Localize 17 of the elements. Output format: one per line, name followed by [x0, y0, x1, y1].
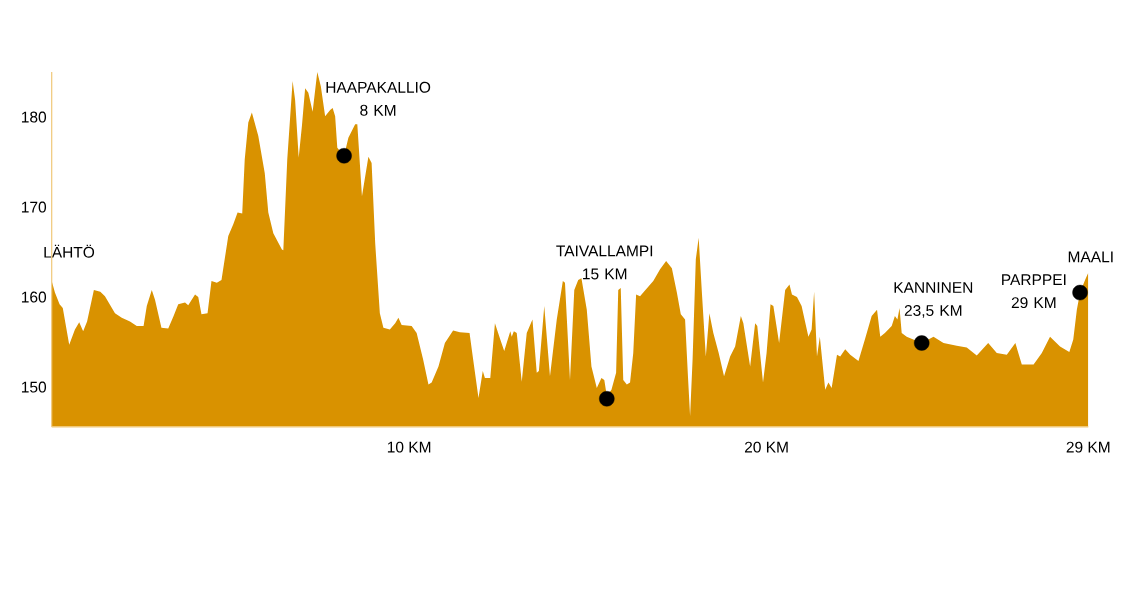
annotation: TAIVALLAMPI 15 KM — [556, 245, 653, 280]
y-tick-label: 150 — [21, 381, 47, 393]
annotation: LÄHTÖ — [44, 244, 95, 258]
y-tick-label: 160 — [21, 291, 47, 303]
x-tick-label: 29 KM — [1066, 441, 1110, 453]
annotation: PARPPEI 29 KM — [1002, 274, 1066, 309]
x-tick-label: 10 KM — [387, 441, 431, 453]
point — [914, 335, 930, 351]
y-tick-label: 180 — [21, 111, 47, 123]
annotation: HAAPAKALLIO 8 KM — [326, 81, 431, 116]
point — [599, 391, 615, 407]
point — [1072, 284, 1088, 301]
annotation: MAALI — [1068, 251, 1113, 263]
annotation: KANNINEN 23,5 KM — [894, 282, 973, 318]
point — [336, 148, 352, 164]
y-tick-label: 170 — [21, 201, 47, 213]
x-tick-label: 20 KM — [744, 441, 788, 453]
